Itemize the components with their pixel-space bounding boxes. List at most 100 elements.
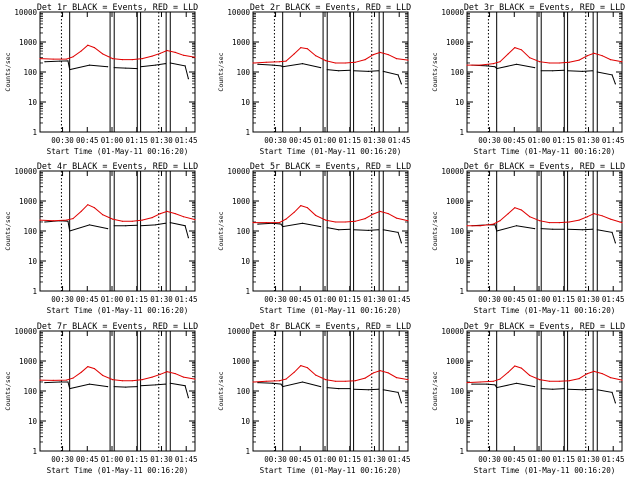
chart-7-series-lld-point	[182, 376, 185, 378]
chart-8-series-events-line	[257, 381, 402, 404]
chart-8-series-events-point	[272, 382, 274, 384]
chart-8-title: Det 8r BLACK = Events, RED = LLD	[250, 321, 411, 331]
chart-7-series-events-point	[164, 383, 166, 385]
chart-4-series-events-point	[140, 225, 142, 227]
chart-1-series-lld-point	[65, 58, 67, 60]
chart-8-x-tick-label: 01:30	[363, 455, 386, 464]
chart-3-series-events-point	[515, 63, 518, 65]
chart-8-x-tick-label: 01:15	[338, 455, 361, 464]
chart-6-y-tick-label: 100	[450, 227, 464, 236]
chart-1-series-lld-point	[121, 59, 123, 61]
chart-6-y-axis-label: Counts/sec	[431, 211, 439, 250]
chart-2-panel: Det 2r BLACK = Events, RED = LLD Counts/s…	[217, 2, 411, 156]
chart-4-series-lld-point	[151, 217, 153, 219]
chart-8-series-lld-point	[285, 378, 287, 380]
chart-8-series-lld-point	[334, 380, 336, 382]
chart-4-series-lld-point	[166, 210, 168, 212]
chart-1-plot-frame	[39, 11, 196, 133]
chart-4-series-lld-point	[80, 210, 82, 212]
chart-6-series-lld-point	[529, 216, 531, 218]
chart-1-series-lld-point	[39, 58, 41, 60]
chart-1-series-events-point	[169, 62, 171, 64]
chart-6-x-tick-label: 01:45	[602, 295, 625, 304]
chart-6-series-events-line	[471, 224, 616, 244]
chart-3-series-lld-point	[621, 61, 623, 63]
chart-1-x-tick-label: 01:30	[150, 136, 173, 145]
chart-8-y-tick-label: 1	[245, 447, 250, 456]
chart-1-series-lld-point	[166, 49, 168, 52]
chart-5-series-events-point	[257, 223, 259, 225]
chart-2-series-lld-point	[395, 58, 398, 60]
chart-9-series-lld-point	[548, 380, 551, 382]
chart-8-series-events-point	[280, 383, 282, 385]
chart-2-series-events-point	[397, 74, 399, 76]
chart-2-x-tick-label: 01:45	[388, 136, 411, 145]
chart-8-plot-frame	[252, 330, 409, 452]
chart-7-series-events-point	[67, 381, 69, 383]
chart-3-series-events-point	[581, 70, 584, 72]
chart-6-y-tick-label: 1000	[446, 197, 465, 206]
chart-9-series-lld-point	[466, 382, 468, 384]
chart-7-series-events-point	[187, 397, 189, 399]
chart-4-series-lld-point	[121, 220, 123, 222]
chart-4-x-tick-label: 01:00	[101, 295, 124, 304]
chart-6-x-tick-label: 01:30	[577, 295, 600, 304]
chart-5-series-lld-point	[325, 219, 327, 221]
chart-1-x-tick-label: 01:15	[125, 136, 148, 145]
chart-1-y-tick-label: 10	[28, 98, 38, 107]
chart-3-series-lld-point	[507, 53, 509, 55]
chart-6-x-tick-label: 00:45	[503, 295, 526, 304]
chart-9-series-events-point	[486, 383, 488, 385]
chart-4-series-events-point	[113, 225, 115, 227]
chart-4-series-lld-point	[39, 219, 41, 221]
chart-1-x-tick-label: 01:45	[175, 136, 198, 145]
chart-7-series-events-point	[107, 386, 109, 388]
chart-5-series-events-point	[397, 231, 399, 233]
chart-1-series-events-point	[59, 60, 61, 62]
chart-5-series-lld-line	[253, 205, 409, 224]
chart-5-x-tick-label: 00:30	[264, 295, 287, 304]
chart-1-series-lld-point	[131, 59, 133, 61]
chart-4-series-events-point	[184, 225, 186, 227]
chart-1-series-lld-point	[174, 51, 176, 54]
chart-2-series-lld-point	[315, 55, 317, 57]
chart-2-series-lld-line	[252, 47, 409, 64]
chart-1-x-axis-label: Start Time (01-May-11 00:16:20)	[47, 147, 189, 156]
chart-4-x-tick-label: 01:30	[150, 295, 173, 304]
chart-9-series-lld-point	[507, 371, 509, 373]
chart-9-series-events-point	[581, 389, 584, 391]
chart-9-title: Det 9r BLACK = Events, RED = LLD	[464, 321, 625, 331]
chart-5-series-events-line	[257, 222, 402, 244]
chart-1-x-tick-label: 00:45	[76, 136, 99, 145]
chart-8-y-tick-label: 1000	[232, 357, 251, 366]
chart-9-y-tick-label: 1000	[446, 357, 465, 366]
chart-5-series-lld-point	[364, 218, 366, 220]
chart-9-y-tick-label: 100	[450, 387, 464, 396]
chart-7-series-lld-point	[112, 379, 114, 381]
chart-2-x-tick-label: 00:45	[289, 136, 312, 145]
chart-8-series-events-point	[301, 381, 304, 383]
chart-1-series-lld-line	[39, 44, 196, 61]
chart-8-series-lld-point	[300, 365, 302, 367]
chart-2-series-events-point	[338, 70, 340, 72]
chart-6-series-lld-point	[586, 216, 589, 218]
chart-8-y-axis-label: Counts/sec	[217, 371, 225, 410]
chart-7-panel: Det 7r BLACK = Events, RED = LLD Counts/s…	[4, 321, 198, 475]
chart-1-series-events-line	[44, 60, 189, 79]
chart-6-series-lld-point	[492, 223, 494, 225]
chart-8-x-tick-label: 01:45	[388, 455, 411, 464]
chart-3-x-axis-label: Start Time (01-May-11 00:16:20)	[474, 147, 616, 156]
chart-7-series-lld-point	[80, 371, 82, 373]
chart-3-panel: Det 3r BLACK = Events, RED = LLD Counts/s…	[431, 2, 625, 156]
chart-2-series-events-line	[257, 63, 402, 85]
chart-2-series-lld-point	[278, 61, 280, 63]
chart-8-series-lld-point	[372, 372, 374, 374]
chart-9-plot-frame	[466, 330, 623, 452]
chart-4-series-events-point	[67, 220, 69, 222]
chart-4-x-axis-label: Start Time (01-May-11 00:16:20)	[47, 306, 189, 315]
chart-9-series-lld-point	[529, 374, 531, 376]
chart-3-series-events-point	[611, 74, 613, 76]
chart-9-series-events-line	[471, 382, 616, 404]
chart-6-series-lld-point	[558, 222, 560, 224]
chart-6-series-events-point	[494, 224, 496, 226]
